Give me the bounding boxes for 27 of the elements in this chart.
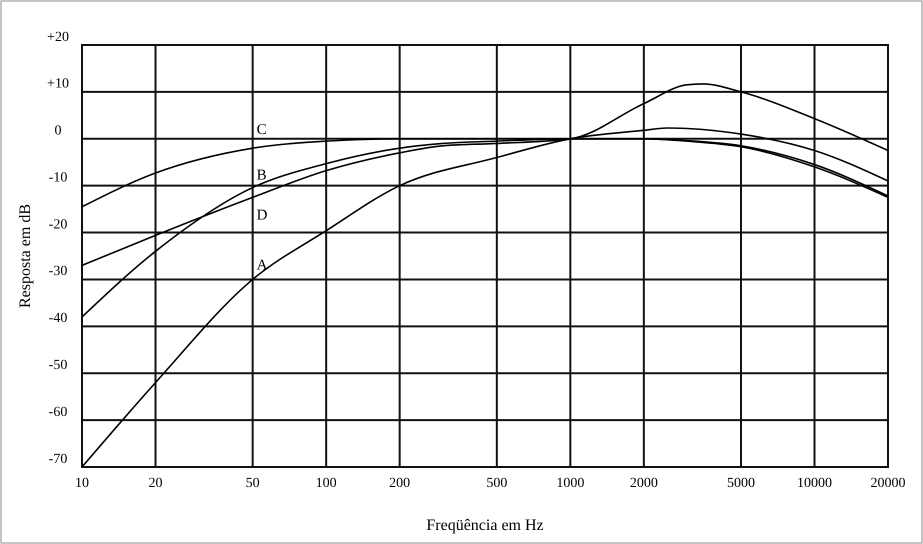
x-tick-label: 50 bbox=[246, 476, 260, 491]
x-tick-label: 200 bbox=[389, 476, 410, 491]
x-tick-label: 100 bbox=[316, 476, 337, 491]
x-tick-label: 20000 bbox=[870, 476, 906, 491]
x-axis-title: Freqüência em Hz bbox=[426, 517, 544, 534]
x-tick-label: 2000 bbox=[630, 476, 658, 491]
y-tick-label: -10 bbox=[48, 170, 68, 186]
series-label: D bbox=[256, 207, 268, 224]
x-tick-label: 1000 bbox=[556, 476, 584, 491]
x-tick-label: 5000 bbox=[726, 476, 755, 491]
y-tick-label: -70 bbox=[48, 452, 68, 467]
series-label: C bbox=[256, 122, 267, 138]
y-axis-title: Resposta em dB bbox=[17, 204, 34, 308]
y-tick-label: 0 bbox=[54, 124, 62, 139]
x-tick-label: 20 bbox=[148, 476, 162, 491]
x-tick-label: 10000 bbox=[797, 476, 832, 491]
x-tick-label: 500 bbox=[486, 476, 508, 491]
series-label: B bbox=[256, 168, 267, 184]
y-tick-label: -30 bbox=[48, 264, 68, 280]
series-label: A bbox=[256, 257, 268, 274]
y-tick-label: -20 bbox=[48, 217, 68, 232]
y-tick-label: -40 bbox=[48, 311, 68, 326]
y-tick-label: +20 bbox=[47, 30, 69, 45]
y-tick-label: -60 bbox=[48, 404, 68, 420]
y-tick-label: +10 bbox=[47, 76, 69, 92]
y-tick-label: -50 bbox=[48, 358, 68, 374]
x-tick-label: 10 bbox=[75, 476, 89, 491]
